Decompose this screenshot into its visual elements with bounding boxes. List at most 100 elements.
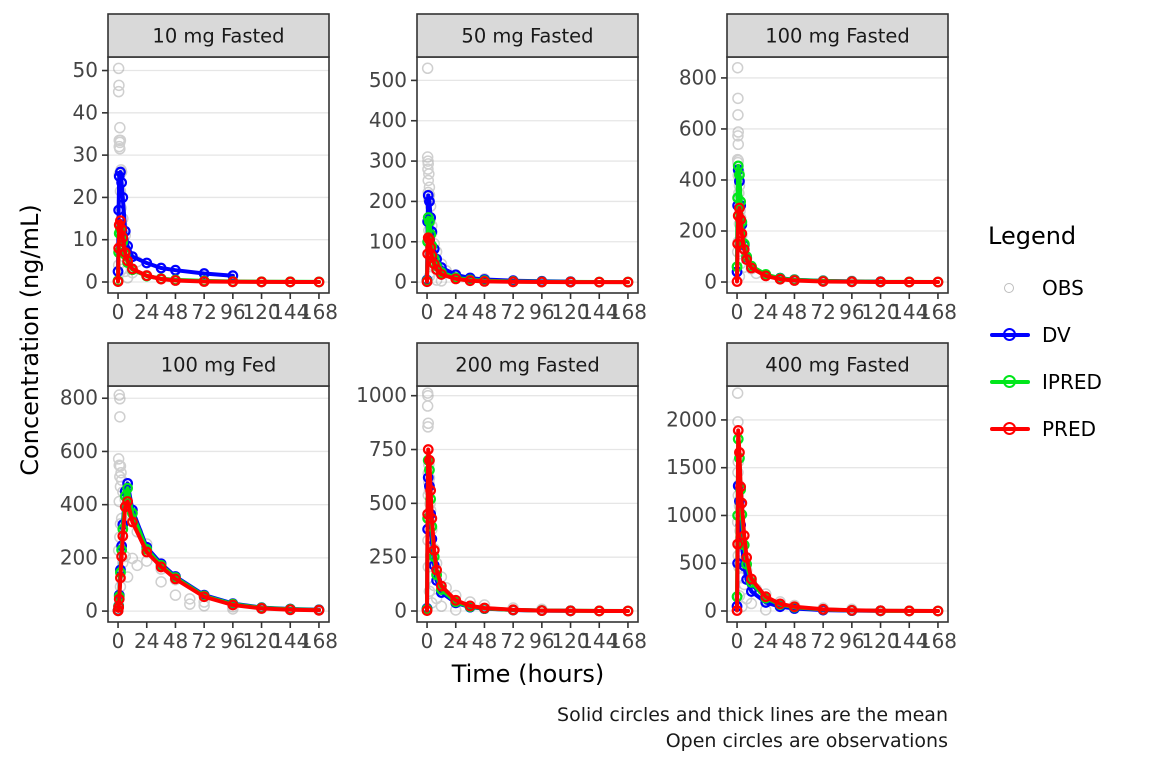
x-tick-label: 72 bbox=[500, 300, 525, 324]
obs-point bbox=[732, 130, 744, 142]
y-axis-title: Concentration (ng/mL) bbox=[16, 204, 44, 476]
panel-background bbox=[108, 57, 329, 293]
pred-marker bbox=[903, 276, 915, 288]
pred-marker bbox=[745, 573, 757, 585]
pred-marker bbox=[117, 232, 129, 243]
y-tick-label: 400 bbox=[679, 167, 717, 191]
legend-item-dv: DV bbox=[988, 311, 1148, 358]
pred-series bbox=[731, 425, 944, 617]
obs-key-icon bbox=[988, 278, 1032, 298]
pred-marker bbox=[479, 602, 490, 614]
dv-marker bbox=[424, 196, 435, 207]
x-tick-label: 96 bbox=[529, 300, 554, 324]
pred-marker bbox=[732, 425, 744, 436]
pred-marker bbox=[731, 605, 743, 616]
x-tick-label: 168 bbox=[609, 629, 647, 653]
legend-items: OBS DV IPRED PRED bbox=[988, 264, 1148, 452]
x-tick-label: 96 bbox=[529, 629, 554, 653]
obs-point bbox=[731, 387, 744, 399]
y-tick-label: 200 bbox=[679, 219, 717, 243]
pred-series bbox=[421, 444, 634, 617]
facet-strip bbox=[416, 13, 639, 58]
pred-marker bbox=[760, 270, 772, 282]
obs-point bbox=[731, 61, 744, 74]
pred-marker bbox=[450, 273, 462, 285]
ipred-marker bbox=[424, 216, 435, 227]
pred-marker bbox=[155, 561, 167, 573]
obs-point bbox=[184, 598, 196, 610]
panel-background bbox=[727, 386, 948, 622]
obs-point bbox=[113, 389, 125, 401]
pred-marker bbox=[435, 580, 447, 592]
pred-marker bbox=[817, 603, 829, 615]
x-tick-label: 48 bbox=[472, 629, 497, 653]
pred-marker bbox=[622, 605, 634, 617]
obs-point bbox=[114, 411, 126, 423]
y-tick-label: 200 bbox=[60, 545, 98, 569]
y-tick-label: 600 bbox=[679, 116, 717, 140]
legend-title: Legend bbox=[988, 222, 1077, 250]
y-tick-label: 2000 bbox=[666, 407, 717, 431]
legend-label-obs: OBS bbox=[1042, 275, 1084, 300]
pred-marker bbox=[126, 263, 138, 275]
x-tick-label: 0 bbox=[731, 629, 744, 653]
x-tick-label: 72 bbox=[810, 300, 835, 324]
obs-point bbox=[732, 92, 744, 105]
pred-marker bbox=[593, 605, 605, 617]
y-tick-label: 500 bbox=[369, 68, 407, 92]
x-tick-label: 120 bbox=[551, 300, 589, 324]
pred-marker bbox=[116, 551, 128, 562]
obs-point bbox=[114, 121, 126, 134]
obs-point bbox=[421, 62, 434, 75]
pred-marker bbox=[122, 255, 134, 267]
obs-point bbox=[421, 400, 434, 412]
ipred-marker bbox=[735, 196, 747, 208]
pred-marker bbox=[741, 552, 753, 563]
x-tick-label: 48 bbox=[163, 629, 188, 653]
pred-marker bbox=[256, 603, 267, 614]
pred-marker bbox=[141, 546, 153, 558]
pred-marker bbox=[113, 593, 125, 605]
x-tick-label: 96 bbox=[220, 629, 245, 653]
y-tick-label: 0 bbox=[85, 599, 98, 623]
obs-point bbox=[422, 421, 434, 433]
x-axis-title: Time (hours) bbox=[451, 660, 605, 688]
legend-label-dv: DV bbox=[1042, 322, 1071, 347]
x-tick-label: 96 bbox=[839, 629, 864, 653]
obs-point bbox=[114, 134, 127, 147]
dv-marker bbox=[141, 257, 153, 269]
dv-marker bbox=[117, 192, 129, 203]
ipred-key-icon bbox=[988, 372, 1032, 392]
x-tick-label: 120 bbox=[861, 629, 899, 653]
ipred-marker bbox=[734, 169, 745, 181]
pred-marker bbox=[422, 444, 434, 455]
y-tick-label: 200 bbox=[369, 189, 407, 213]
y-tick-label: 20 bbox=[73, 185, 98, 209]
x-tick-label: 168 bbox=[609, 300, 647, 324]
obs-point bbox=[732, 138, 744, 151]
pred-marker bbox=[846, 604, 858, 616]
pred-marker bbox=[735, 214, 747, 225]
facet-strip-label: 200 mg Fasted bbox=[455, 354, 600, 377]
dv-key-icon bbox=[988, 325, 1032, 345]
pred-marker bbox=[227, 276, 239, 288]
pred-marker bbox=[846, 276, 858, 288]
facet-strip bbox=[107, 13, 330, 58]
facet-strip bbox=[726, 13, 949, 58]
facet-strip-label: 100 mg Fasted bbox=[765, 25, 910, 48]
x-tick-label: 96 bbox=[220, 300, 245, 324]
pred-marker bbox=[738, 243, 750, 255]
obs-point bbox=[422, 174, 434, 187]
y-tick-label: 400 bbox=[60, 492, 98, 516]
obs-point bbox=[169, 589, 182, 601]
caption-line-1: Solid circles and thick lines are the me… bbox=[557, 704, 948, 726]
pred-marker bbox=[435, 269, 447, 280]
pred-marker bbox=[593, 276, 605, 288]
obs-point bbox=[435, 600, 448, 613]
x-tick-label: 144 bbox=[271, 300, 309, 324]
obs-point bbox=[121, 272, 134, 284]
facet-strip bbox=[107, 342, 330, 387]
pred-marker bbox=[170, 573, 181, 585]
pred-marker bbox=[732, 538, 744, 550]
pred-key-icon bbox=[988, 419, 1032, 439]
